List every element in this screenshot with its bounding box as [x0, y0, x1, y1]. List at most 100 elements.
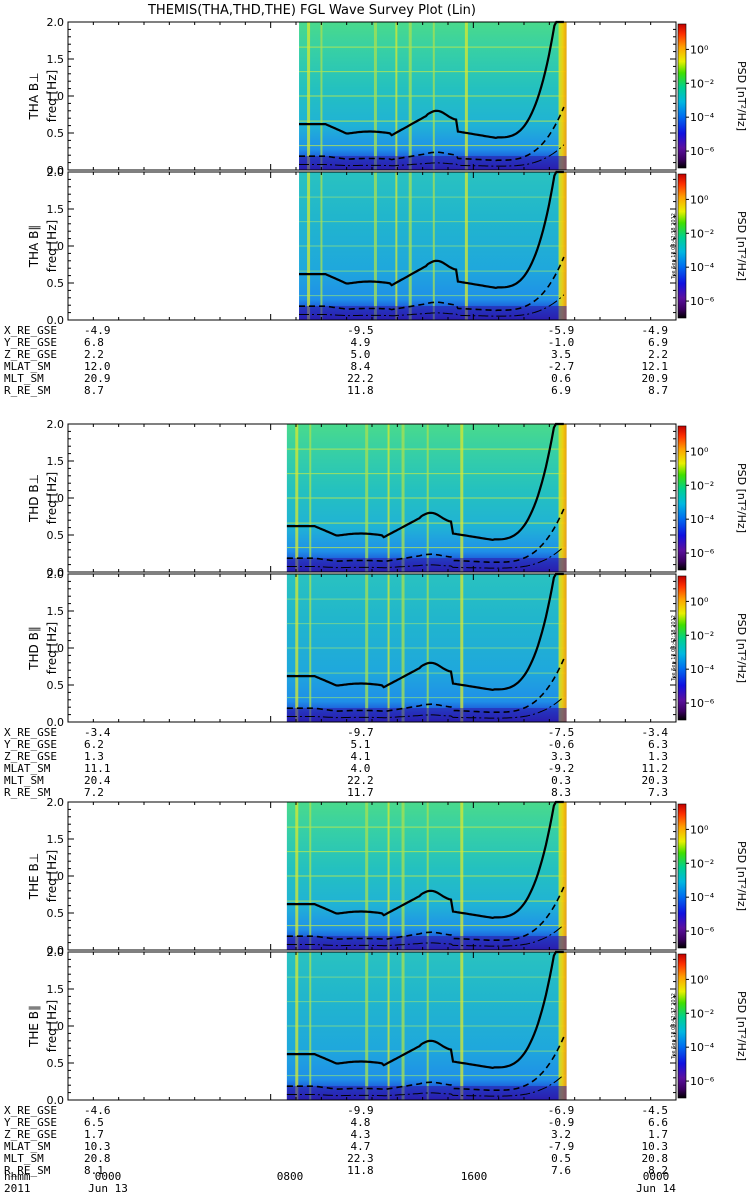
- overlay-curve: [299, 106, 565, 162]
- transient-streak: [460, 802, 464, 950]
- ephemeris-label: MLT_SM: [4, 372, 44, 385]
- colorbar-tick-label: 10⁰: [690, 445, 709, 458]
- panel-ylabel: freq [Hz]: [45, 1000, 59, 1052]
- transient-streak: [387, 424, 390, 572]
- ephemeris-value: 4.9: [350, 336, 370, 349]
- overlay-curve: [286, 508, 565, 564]
- transient-streak: [320, 22, 323, 170]
- panel-ylabel: freq [Hz]: [45, 472, 59, 524]
- ephemeris-value: 3.5: [551, 348, 571, 361]
- overlay-curve: [286, 886, 565, 942]
- y-tick-label: 1.5: [47, 983, 65, 996]
- time-tick-label: 1600: [461, 1170, 488, 1183]
- ephemeris-value: 7.2: [84, 786, 104, 799]
- ephemeris-value: 20.4: [84, 774, 111, 787]
- colorbar-tick-label: 10⁻²: [690, 1007, 714, 1020]
- ephemeris-value: 11.7: [347, 786, 374, 799]
- panel-label: THD B∥: [27, 626, 41, 671]
- transient-streak: [307, 22, 311, 170]
- ephemeris-label: X_RE_GSE: [4, 1104, 57, 1117]
- ephemeris-value: 5.1: [350, 738, 370, 751]
- transient-streak: [401, 952, 405, 1100]
- y-tick-label: 2.0: [47, 418, 65, 431]
- ephemeris-label: R_RE_SM: [4, 384, 51, 397]
- ephemeris-value: -9.2: [548, 762, 575, 775]
- y-tick-label: 0.0: [47, 716, 65, 729]
- ephemeris-value: 12.1: [642, 360, 669, 373]
- transient-streak: [320, 172, 323, 320]
- ephemeris-value: 1.3: [648, 750, 668, 763]
- y-tick-label: 0.5: [47, 1057, 65, 1070]
- ephemeris-value: 6.9: [551, 384, 571, 397]
- transient-streak: [295, 574, 299, 722]
- colorbar-tick-label: 10⁰: [690, 595, 709, 608]
- y-tick-label: 2.0: [47, 946, 65, 959]
- transient-streak: [307, 172, 311, 320]
- ephemeris-value: 3.2: [551, 1128, 571, 1141]
- plot-title: THEMIS(THA,THD,THE) FGL Wave Survey Plot…: [147, 3, 476, 18]
- ephemeris-value: 20.8: [642, 1152, 669, 1165]
- ephemeris-value: 20.9: [642, 372, 669, 385]
- y-tick-label: 0.0: [47, 566, 65, 579]
- colorbar-tick-label: 10⁻⁶: [690, 1075, 715, 1088]
- colorbar-tick-label: 10⁻⁶: [690, 547, 715, 560]
- ephemeris-value: 6.6: [648, 1116, 668, 1129]
- ephemeris-value: -1.0: [548, 336, 575, 349]
- ephemeris-label: X_RE_GSE: [4, 726, 57, 739]
- transient-streak: [395, 22, 398, 170]
- panel-ylabel: freq [Hz]: [45, 850, 59, 902]
- ephemeris-label: R_RE_SM: [4, 1164, 51, 1177]
- ephemeris-label: MLT_SM: [4, 1152, 44, 1165]
- colorbar-tick-label: 10⁻⁶: [690, 925, 715, 938]
- ephemeris-label: Z_RE_GSE: [4, 348, 57, 361]
- ephemeris-label: Y_RE_GSE: [4, 738, 57, 751]
- panel-label: THA B∥: [27, 225, 41, 269]
- overlay-curve: [299, 20, 564, 140]
- edge-saturation: [558, 172, 567, 320]
- ephemeris-value: -9.7: [347, 726, 374, 739]
- y-tick-label: 1.0: [47, 90, 65, 103]
- edge-saturation: [558, 574, 567, 722]
- colorbar-tick-label: 10⁰: [690, 43, 709, 56]
- panel-ylabel: freq [Hz]: [45, 622, 59, 674]
- y-tick-label: 0.0: [47, 314, 65, 327]
- date-end: Jun 14: [636, 1182, 676, 1195]
- transient-streak: [395, 172, 398, 320]
- ephemeris-label: X_RE_GSE: [4, 324, 57, 337]
- overlay-curve: [299, 144, 565, 167]
- colorbar: [677, 425, 687, 571]
- ephemeris-value: 20.9: [84, 372, 111, 385]
- ephemeris-value: -7.9: [548, 1140, 575, 1153]
- transient-streak: [373, 22, 377, 170]
- y-tick-label: 0.0: [47, 164, 65, 177]
- y-tick-label: 2.0: [47, 568, 65, 581]
- transient-streak: [365, 802, 369, 950]
- y-tick-label: 1.0: [47, 1020, 65, 1033]
- colorbar-tick-label: 10⁻²: [690, 479, 714, 492]
- transient-streak: [365, 952, 369, 1100]
- overlay-curve: [299, 256, 565, 312]
- y-tick-label: 2.0: [47, 16, 65, 29]
- ephemeris-label: MLAT_SM: [4, 1140, 51, 1153]
- ephemeris-value: 7.3: [648, 786, 668, 799]
- ephemeris-value: -2.7: [548, 360, 575, 373]
- panel-label: THA B⊥: [27, 72, 41, 120]
- transient-streak: [432, 22, 435, 170]
- ephemeris-value: 8.2: [648, 1164, 668, 1177]
- ephemeris-value: 8.1: [84, 1164, 104, 1177]
- transient-streak: [432, 172, 435, 320]
- transient-streak: [295, 424, 299, 572]
- panel-ylabel: freq [Hz]: [45, 220, 59, 272]
- edge-saturation: [558, 952, 567, 1100]
- colorbar-tick-label: 10⁰: [690, 193, 709, 206]
- ephemeris-value: 11.2: [642, 762, 669, 775]
- ephemeris-value: 20.3: [642, 774, 669, 787]
- colorbar-label: PSD [nT²/Hz]: [735, 211, 748, 281]
- time-tick-label: 0800: [277, 1170, 304, 1183]
- transient-streak: [460, 574, 464, 722]
- overlay-curve: [286, 572, 564, 692]
- ephemeris-label: Y_RE_GSE: [4, 336, 57, 349]
- ephemeris-label: R_RE_SM: [4, 786, 51, 799]
- transient-streak: [365, 424, 369, 572]
